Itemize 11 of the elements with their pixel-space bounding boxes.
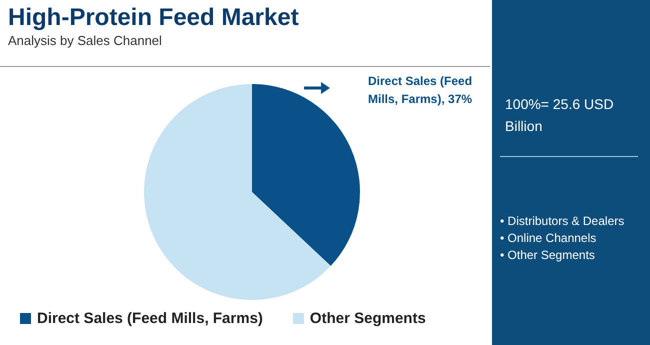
text: • Other Segments [500,247,596,264]
text: • Online Channels [500,230,598,247]
text: • Distributors & Dealers [500,213,626,230]
text: 100%= 25.6 USD Billion [505,95,615,136]
legend-label: Direct Sales (Feed Mills, Farms) [37,310,263,327]
data-label: Direct Sales (Feed Mills, Farms), 37% [368,73,474,108]
pie-slice [144,84,331,300]
legend-label: Other Segments [310,310,426,327]
chart-subtitle: Analysis by Sales Channel [8,33,162,48]
pie-slice [252,84,360,266]
chart-title: High-Protein Feed Market [8,4,299,32]
